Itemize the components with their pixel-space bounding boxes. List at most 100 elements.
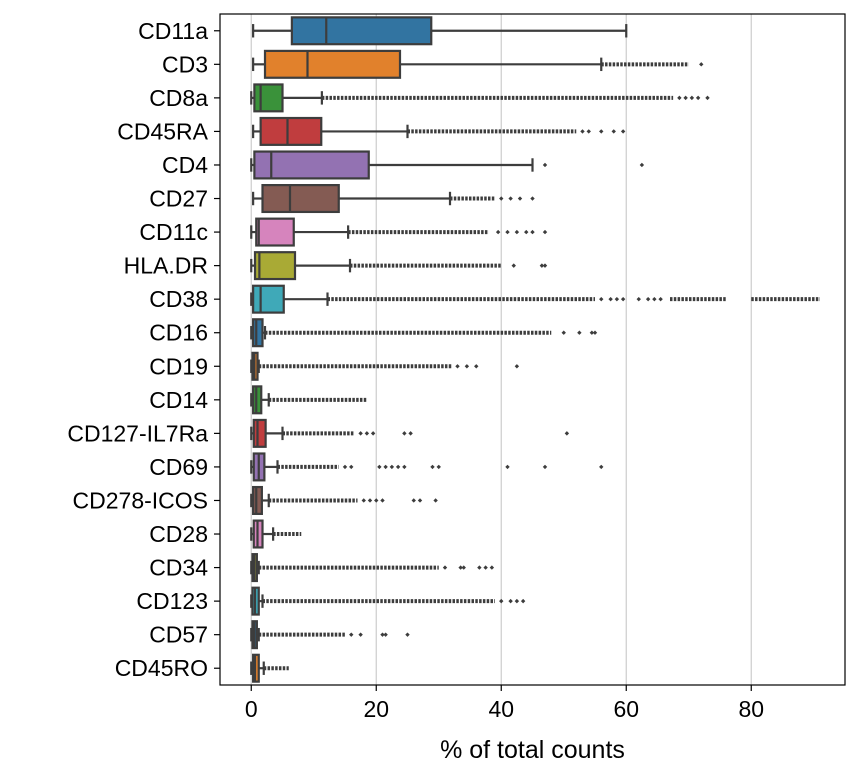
flier-point [461, 565, 466, 570]
flier-point [564, 431, 570, 436]
box-cd3 [252, 49, 704, 79]
flier-point [361, 498, 366, 503]
flier-point [499, 196, 504, 201]
y-tick-label: CD278-ICOS [73, 487, 208, 513]
box-iqr [252, 485, 263, 515]
flier-point [636, 296, 641, 302]
flier-point [580, 129, 585, 134]
box-cd127-il7ra [250, 418, 570, 448]
flier-point [539, 263, 545, 268]
flier-point [677, 95, 682, 101]
flier-point [349, 464, 354, 470]
flier-point [417, 498, 423, 503]
box-cd4 [250, 150, 645, 180]
flier-point [374, 498, 379, 503]
y-tick-label: CD8a [149, 85, 208, 111]
flier-point [689, 95, 695, 101]
flier-point [542, 263, 548, 268]
box-cd11c [250, 217, 548, 247]
box-cd278-icos [250, 485, 438, 515]
flier-point [599, 129, 604, 134]
flier-point [589, 330, 595, 335]
box-cd11a [252, 16, 628, 46]
x-tick-label: 80 [738, 696, 764, 722]
flier-point [408, 431, 413, 436]
x-tick-label: 0 [245, 696, 258, 722]
flier-point [542, 229, 548, 235]
box-cd19 [250, 351, 520, 381]
flier-point [695, 95, 701, 101]
flier-point [505, 464, 510, 470]
box-iqr [252, 418, 267, 448]
flier-point [499, 598, 504, 604]
flier-point [511, 263, 516, 268]
flier-point [342, 464, 348, 470]
flier-point [514, 229, 520, 235]
flier-point [442, 565, 448, 570]
flier-point [705, 95, 710, 101]
y-tick-label: CD45RA [117, 118, 208, 144]
y-tick-label: CD34 [149, 555, 208, 581]
y-tick-label: HLA.DR [124, 253, 208, 279]
box-cd16 [250, 318, 598, 348]
box-iqr [253, 150, 370, 180]
flier-point [611, 129, 616, 134]
flier-point [495, 229, 501, 235]
y-tick-label: CD28 [149, 521, 208, 547]
flier-point [402, 464, 407, 470]
x-tick-label: 40 [488, 696, 514, 722]
y-tick-label: CD3 [162, 51, 208, 77]
box-iqr [259, 116, 323, 146]
flier-point [514, 598, 520, 604]
axes: CD11a CD3 CD8a CD45RA CD4 CD27 CD11c HLA.DR CD38… [67, 18, 764, 722]
flier-point [367, 498, 373, 503]
flier-point [505, 229, 510, 235]
flier-point [599, 464, 604, 470]
flier-point [520, 598, 526, 604]
y-tick-label: CD38 [149, 286, 208, 312]
flier-point [524, 229, 529, 235]
flier-point [592, 330, 598, 335]
flier-point [405, 632, 410, 637]
flier-point [542, 464, 548, 470]
x-axis-label: % of total counts [440, 736, 625, 764]
flier-point [683, 95, 688, 101]
box-cd45ra [252, 116, 626, 146]
flier-point [430, 464, 435, 470]
box-iqr [252, 284, 285, 314]
flier-point [433, 498, 438, 503]
flier-point [530, 229, 535, 235]
flier-point [477, 565, 482, 570]
box-hla-dr [250, 251, 548, 281]
x-tick-label: 60 [613, 696, 639, 722]
plot-frame [219, 13, 846, 686]
box-iqr [263, 49, 402, 79]
box-cd38 [250, 284, 820, 314]
flier-point [517, 196, 523, 201]
y-tick-label: CD127-IL7Ra [67, 420, 208, 446]
flier-point [639, 162, 645, 168]
flier-point [577, 330, 582, 335]
y-tick-label: CD11a [138, 18, 208, 44]
y-tick-label: CD57 [149, 622, 208, 648]
flier-point [474, 364, 479, 369]
flier-point [358, 431, 363, 436]
y-tick-label: CD11c [139, 219, 208, 245]
box-iqr [252, 318, 264, 348]
flier-point [395, 464, 401, 470]
box-cd123 [250, 586, 526, 616]
y-tick-label: CD45RO [115, 655, 208, 681]
flier-point [464, 364, 470, 369]
box-cd27 [252, 184, 535, 214]
flier-point [358, 632, 363, 637]
flier-point [652, 296, 657, 302]
flier-point [402, 431, 407, 436]
flier-point [614, 296, 620, 302]
y-tick-label: CD69 [149, 454, 208, 480]
x-tick-label: 20 [363, 696, 389, 722]
flier-point [364, 431, 370, 436]
box-iqr [261, 184, 340, 214]
box-iqr [255, 217, 295, 247]
flier-point [380, 632, 385, 637]
